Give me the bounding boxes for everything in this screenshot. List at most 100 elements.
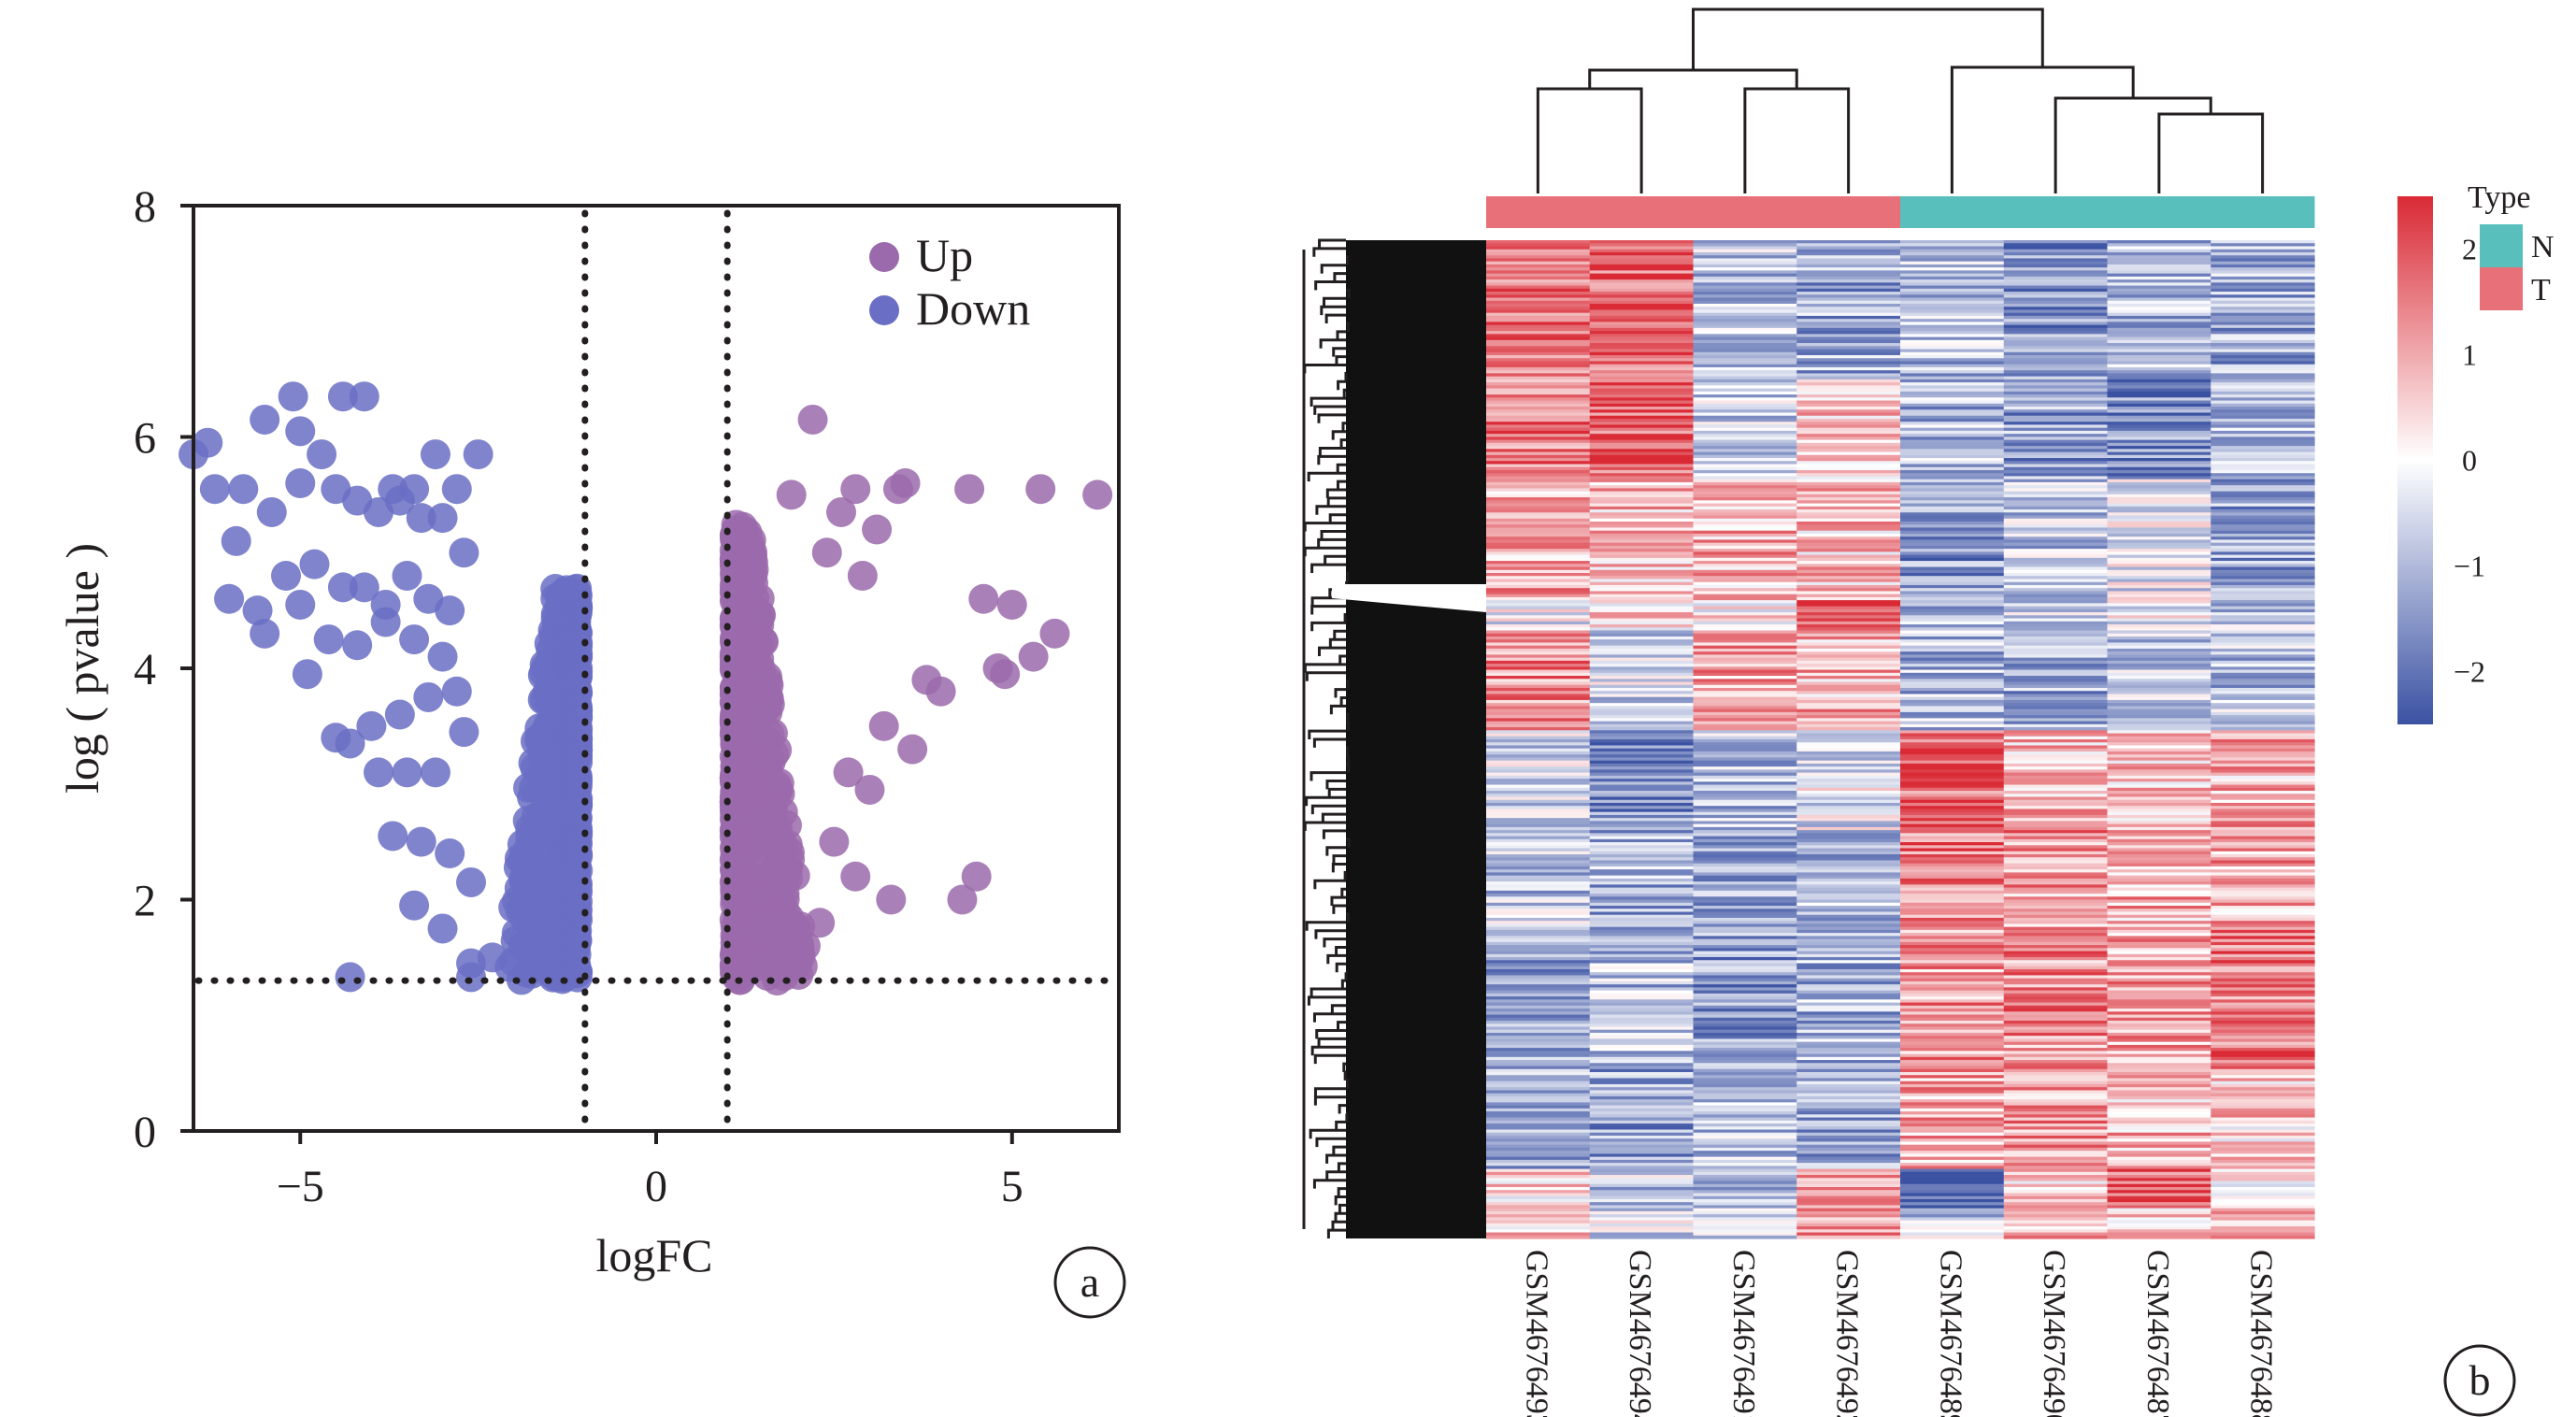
legend-marker-down	[869, 295, 899, 325]
heatmap-cell	[1693, 833, 1797, 837]
heatmap-cell	[2211, 1083, 2315, 1088]
heatmap-cell	[2211, 621, 2315, 625]
heatmap-cell	[1900, 791, 2005, 794]
heatmap-cell	[1796, 351, 1901, 356]
heatmap-cell	[1796, 267, 1901, 271]
heatmap-cell	[1589, 491, 1695, 495]
group-cell-t	[1693, 196, 1797, 228]
row-dendrogram-branch	[1307, 471, 1346, 482]
heatmap-cell	[1900, 282, 2005, 287]
heatmap-cell	[1796, 814, 1901, 819]
heatmap-cell	[1486, 434, 1591, 437]
heatmap-cell	[2003, 1068, 2109, 1073]
heatmap-cell	[1900, 736, 2005, 740]
heatmap-cell	[2107, 642, 2211, 647]
heatmap-cell	[1693, 923, 1797, 928]
row-dendrogram-branch	[1317, 413, 1346, 423]
heatmap-cell	[1796, 836, 1901, 840]
heatmap-cell	[1589, 364, 1695, 368]
heatmap-cell	[1693, 648, 1797, 652]
heatmap-cell	[1486, 243, 1591, 248]
heatmap-cell	[1589, 754, 1695, 759]
heatmap-cell	[1796, 446, 1901, 450]
heatmap-cell	[1589, 676, 1695, 680]
point-up	[990, 659, 1021, 690]
row-dendrogram-branch	[1310, 621, 1346, 632]
heatmap-cell	[2003, 554, 2109, 559]
heatmap-cell	[1900, 1068, 2005, 1073]
heatmap-cell	[1796, 279, 1901, 283]
heatmap-cell	[1486, 370, 1591, 374]
heatmap-cell	[1486, 906, 1591, 909]
heatmap-cell	[1693, 282, 1797, 287]
heatmap-cell	[2003, 542, 2109, 547]
x-tick-label: 5	[1001, 1162, 1023, 1211]
heatmap-cell	[1589, 945, 1695, 949]
heatmap-cell	[1693, 851, 1797, 855]
heatmap-cell	[1796, 297, 1901, 302]
row-dendrogram-branch	[1305, 795, 1346, 807]
heatmap-cell	[1486, 479, 1591, 483]
heatmap-cell	[2107, 358, 2211, 363]
heatmap-cell	[1589, 811, 1695, 816]
heatmap-cell	[1486, 1111, 1591, 1115]
heatmap-cell	[1796, 684, 1901, 689]
heatmap-cell	[1900, 388, 2005, 393]
heatmap-cell	[1796, 579, 1901, 583]
heatmap-cell	[2003, 503, 2109, 508]
type-legend-title: Type	[2468, 180, 2531, 215]
heatmap-cell	[1900, 1026, 2005, 1031]
heatmap-cell	[2107, 581, 2211, 586]
heatmap-cell	[1486, 917, 1591, 922]
heatmap-cell	[1693, 823, 1797, 828]
heatmap-cell	[2211, 315, 2315, 320]
heatmap-cell	[2211, 811, 2315, 816]
heatmap-cell	[2211, 860, 2315, 865]
heatmap-cell	[1486, 1232, 1591, 1237]
heatmap-cell	[1796, 866, 1901, 870]
heatmap-cell	[1693, 579, 1797, 583]
heatmap-cell	[2003, 454, 2109, 459]
heatmap-cell	[1693, 857, 1797, 862]
heatmap-cell	[1589, 397, 1695, 402]
heatmap-cell	[1486, 240, 1591, 244]
point-down	[307, 439, 337, 470]
heatmap-cell	[1900, 1117, 2005, 1122]
heatmap-cell	[1796, 1066, 1901, 1070]
heatmap-cell	[1900, 385, 2005, 390]
heatmap-cell	[1589, 334, 1695, 338]
heatmap-cell	[2107, 354, 2211, 359]
heatmap-cell	[1693, 799, 1797, 804]
heatmap-cell	[1900, 818, 2005, 822]
heatmap-cell	[1589, 382, 1695, 386]
heatmap-cell	[1486, 1186, 1591, 1191]
heatmap-cell	[1900, 491, 2005, 495]
heatmap-cell	[1796, 451, 1901, 456]
heatmap-cell	[2107, 633, 2211, 637]
heatmap-cell	[1900, 476, 2005, 480]
heatmap-cell	[2003, 515, 2109, 520]
heatmap-cell	[1486, 809, 1591, 813]
point-up-dense	[767, 796, 798, 827]
heatmap-cell	[1900, 902, 2005, 907]
heatmap-cell	[1900, 941, 2005, 946]
heatmap-cell	[1796, 906, 1901, 909]
heatmap-cell	[1900, 1151, 2005, 1154]
heatmap-cell	[2003, 594, 2109, 598]
heatmap-cell	[1900, 1147, 2005, 1152]
heatmap-cell	[2211, 488, 2315, 493]
row-dendrogram-branch	[1308, 729, 1346, 739]
heatmap-cell	[1486, 1151, 1591, 1154]
heatmap-cell	[1486, 292, 1591, 295]
heatmap-cell	[1900, 1171, 2005, 1176]
heatmap-cell	[1486, 1099, 1591, 1103]
heatmap-cell	[2003, 566, 2109, 571]
heatmap-cell	[2003, 491, 2109, 495]
point-up-dense	[720, 582, 751, 613]
point-down	[228, 474, 259, 505]
heatmap-cell	[1693, 557, 1797, 562]
heatmap-cell	[1693, 618, 1797, 623]
heatmap-cell	[2107, 481, 2211, 486]
heatmap-cell	[1589, 273, 1695, 278]
heatmap-cell	[2003, 573, 2109, 577]
